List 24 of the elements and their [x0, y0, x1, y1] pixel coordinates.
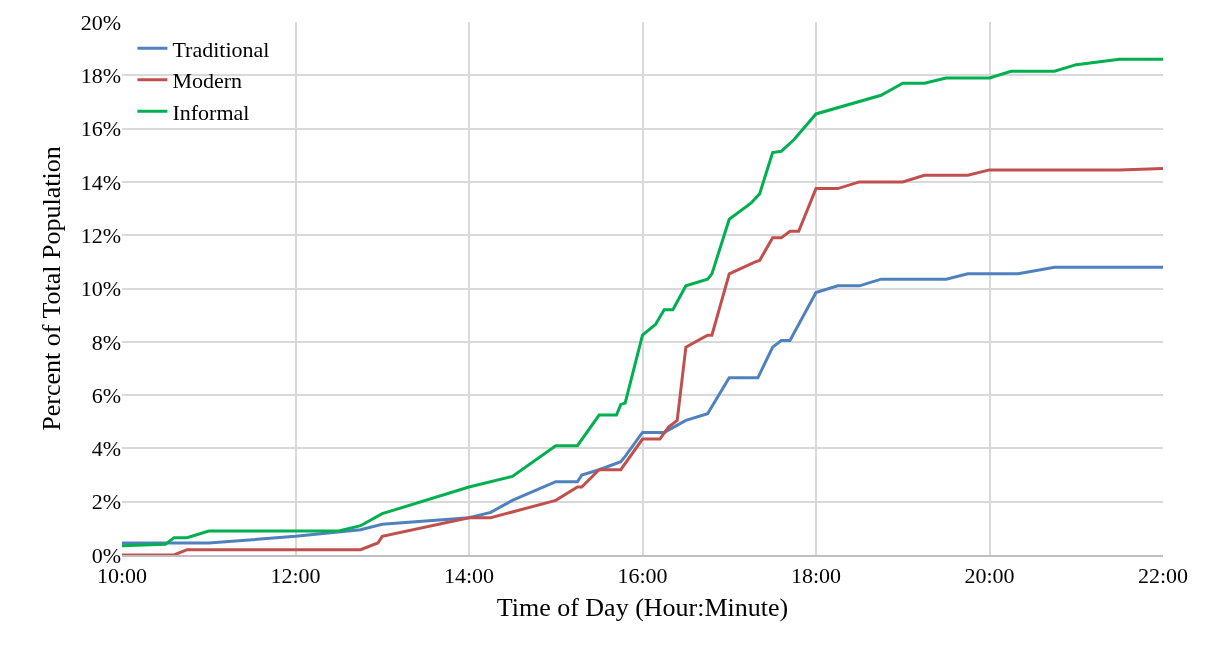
line-series [122, 57, 1163, 548]
x-tick-label: 14:00 [443, 563, 495, 589]
y-tick-label: 10% [80, 276, 121, 302]
legend-label: Informal [172, 99, 250, 125]
y-tick-label: 20% [80, 9, 121, 35]
x-tick-label: 22:00 [1137, 563, 1189, 589]
x-tick-label: 20:00 [964, 563, 1015, 589]
y-tick-label: 2% [91, 489, 121, 515]
y-tick-label: 6% [91, 382, 121, 408]
y-tick-label: 12% [80, 222, 121, 248]
y-tick-label: 14% [80, 169, 121, 195]
legend-label: Traditional [172, 36, 270, 62]
y-tick-label: 16% [80, 116, 121, 142]
y-tick-label: 18% [80, 63, 121, 88]
x-tick-label: 16:00 [617, 563, 668, 589]
y-axis-title: Percent of Total Population [37, 146, 67, 431]
y-tick-label: 8% [91, 329, 121, 355]
line-series [122, 167, 1163, 555]
x-tick-label: 12:00 [270, 563, 321, 589]
legend-label: Modern [172, 68, 243, 94]
line-series [122, 265, 1163, 545]
x-tick-label: 18:00 [790, 563, 842, 589]
y-tick-label: 4% [91, 436, 121, 462]
x-axis-title: Time of Day (Hour:Minute) [496, 592, 789, 622]
